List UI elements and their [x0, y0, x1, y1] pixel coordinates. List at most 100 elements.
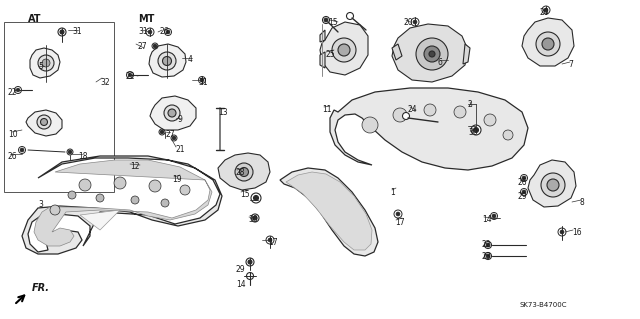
Text: 20: 20	[404, 18, 413, 27]
Text: 27: 27	[165, 130, 175, 139]
Text: SK73-B4700C: SK73-B4700C	[520, 302, 568, 308]
Polygon shape	[149, 44, 186, 77]
Text: 9: 9	[178, 115, 183, 124]
Circle shape	[50, 205, 60, 215]
Circle shape	[429, 51, 435, 57]
Polygon shape	[522, 18, 574, 66]
Polygon shape	[286, 172, 372, 250]
Polygon shape	[392, 44, 402, 60]
Polygon shape	[218, 153, 270, 190]
Text: 7: 7	[568, 60, 573, 69]
Text: 17: 17	[395, 218, 404, 227]
Text: 26: 26	[518, 178, 527, 187]
Text: 29: 29	[518, 192, 527, 201]
Circle shape	[324, 18, 328, 22]
Circle shape	[20, 148, 24, 152]
Text: 30: 30	[248, 215, 258, 224]
Circle shape	[248, 260, 252, 264]
Text: 24: 24	[408, 105, 418, 114]
Circle shape	[484, 253, 492, 259]
Text: 23: 23	[482, 252, 492, 261]
Circle shape	[492, 214, 496, 218]
Circle shape	[60, 30, 64, 34]
Circle shape	[547, 179, 559, 191]
Circle shape	[268, 238, 272, 242]
Polygon shape	[26, 110, 62, 136]
Circle shape	[346, 12, 353, 19]
Circle shape	[522, 190, 526, 194]
Polygon shape	[22, 156, 222, 254]
Circle shape	[253, 216, 257, 220]
Circle shape	[68, 191, 76, 199]
Circle shape	[486, 243, 490, 247]
Circle shape	[246, 272, 253, 279]
Polygon shape	[463, 44, 470, 64]
Text: MT: MT	[138, 14, 154, 24]
Circle shape	[166, 30, 170, 34]
Polygon shape	[320, 30, 325, 42]
Text: 22: 22	[8, 88, 17, 97]
Text: AT: AT	[28, 14, 42, 24]
Circle shape	[114, 177, 126, 189]
Circle shape	[486, 254, 490, 258]
Text: 28: 28	[235, 168, 244, 177]
Circle shape	[251, 193, 261, 203]
Text: 31: 31	[138, 27, 148, 36]
Text: 22: 22	[482, 240, 492, 249]
Text: 2: 2	[468, 100, 473, 109]
Text: 3: 3	[38, 200, 43, 209]
Circle shape	[560, 230, 564, 234]
Text: 27: 27	[138, 42, 148, 51]
Text: 29: 29	[236, 265, 246, 274]
Circle shape	[338, 44, 350, 56]
Circle shape	[484, 114, 496, 126]
Circle shape	[16, 88, 20, 92]
Text: 13: 13	[218, 108, 228, 117]
Circle shape	[454, 106, 466, 118]
Circle shape	[172, 136, 176, 140]
Text: 25: 25	[325, 50, 335, 59]
Circle shape	[424, 104, 436, 116]
Text: 5: 5	[38, 62, 43, 71]
Text: 26: 26	[8, 152, 18, 161]
Circle shape	[396, 212, 400, 216]
Circle shape	[541, 173, 565, 197]
Text: 14: 14	[236, 280, 246, 289]
Circle shape	[253, 196, 259, 201]
Polygon shape	[320, 52, 325, 68]
Circle shape	[403, 113, 410, 120]
Circle shape	[542, 38, 554, 50]
Text: 16: 16	[572, 228, 582, 237]
Circle shape	[127, 71, 134, 78]
Circle shape	[79, 179, 91, 191]
Circle shape	[161, 199, 169, 207]
Circle shape	[160, 130, 164, 134]
Text: FR.: FR.	[32, 283, 50, 293]
Polygon shape	[330, 88, 528, 170]
Circle shape	[164, 105, 180, 121]
Circle shape	[15, 86, 22, 93]
Circle shape	[40, 118, 47, 125]
Circle shape	[128, 73, 132, 77]
Circle shape	[536, 32, 560, 56]
Text: 19: 19	[172, 175, 182, 184]
Polygon shape	[528, 160, 576, 207]
Circle shape	[503, 130, 513, 140]
Text: 18: 18	[78, 152, 88, 161]
Circle shape	[148, 30, 152, 34]
Circle shape	[239, 167, 248, 176]
Text: 14: 14	[482, 215, 492, 224]
Circle shape	[149, 180, 161, 192]
Text: 6: 6	[438, 58, 443, 67]
Circle shape	[42, 59, 50, 67]
Text: 11: 11	[322, 105, 332, 114]
Circle shape	[38, 55, 54, 71]
Text: 21: 21	[175, 145, 184, 154]
Circle shape	[424, 46, 440, 62]
Circle shape	[37, 115, 51, 129]
Text: 22: 22	[126, 72, 136, 81]
Polygon shape	[150, 96, 196, 130]
Text: 31: 31	[198, 78, 207, 87]
Circle shape	[484, 241, 492, 249]
Circle shape	[235, 163, 253, 181]
